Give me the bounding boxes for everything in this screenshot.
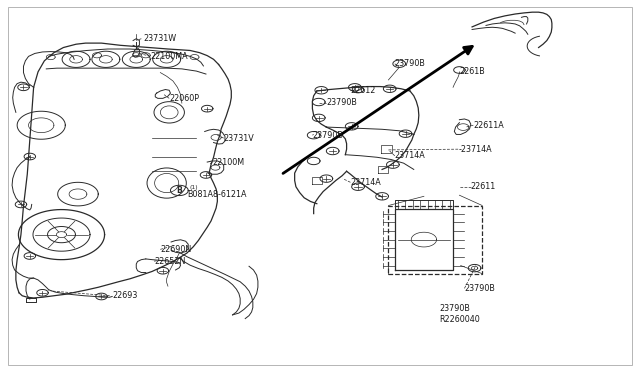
Text: 22612: 22612: [351, 86, 376, 95]
Text: 23790B: 23790B: [326, 98, 357, 107]
Text: 23714A: 23714A: [395, 151, 426, 160]
Text: 22652N: 22652N: [154, 257, 186, 266]
Bar: [388, 205, 482, 274]
Text: 23731V: 23731V: [224, 134, 255, 142]
Text: 22611: 22611: [471, 182, 496, 191]
Text: 23790B: 23790B: [312, 131, 343, 140]
Text: -23714A: -23714A: [458, 145, 492, 154]
Text: (1): (1): [189, 185, 198, 190]
Text: 23790B: 23790B: [395, 59, 426, 68]
Text: 22693: 22693: [112, 291, 138, 300]
Text: R2260040: R2260040: [439, 315, 480, 324]
Text: 22611A: 22611A: [474, 121, 504, 130]
Text: 2261B: 2261B: [460, 67, 485, 76]
Text: 23731W: 23731W: [144, 34, 177, 43]
Text: 23790B: 23790B: [465, 284, 495, 293]
Text: 22060P: 22060P: [169, 94, 199, 103]
Text: 23790B: 23790B: [439, 304, 470, 313]
Text: B: B: [177, 186, 182, 195]
Text: 22100MA: 22100MA: [150, 52, 188, 61]
Text: 23714A: 23714A: [351, 178, 381, 187]
Text: 22100M: 22100M: [212, 158, 244, 167]
Text: B081A8-6121A: B081A8-6121A: [187, 190, 246, 199]
Text: 22690N: 22690N: [161, 245, 191, 254]
